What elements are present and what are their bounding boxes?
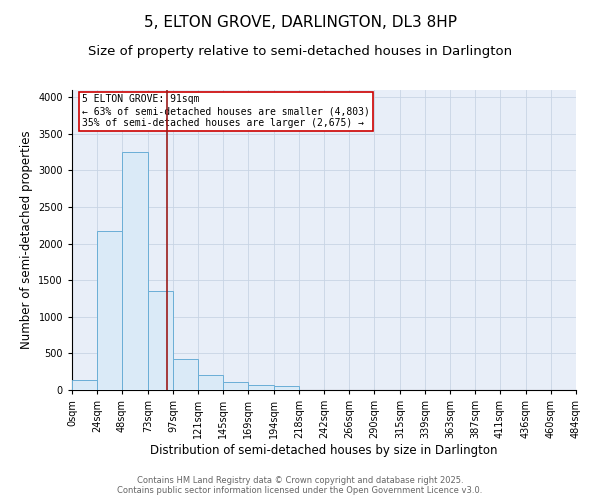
Bar xyxy=(198,376,223,390)
Y-axis label: Number of semi-detached properties: Number of semi-detached properties xyxy=(20,130,32,350)
Bar xyxy=(148,291,173,390)
Text: 5 ELTON GROVE: 91sqm
← 63% of semi-detached houses are smaller (4,803)
35% of se: 5 ELTON GROVE: 91sqm ← 63% of semi-detac… xyxy=(82,94,370,128)
Text: 5, ELTON GROVE, DARLINGTON, DL3 8HP: 5, ELTON GROVE, DARLINGTON, DL3 8HP xyxy=(143,15,457,30)
Bar xyxy=(72,380,97,390)
Bar xyxy=(274,386,299,390)
Bar xyxy=(97,231,122,390)
Text: Size of property relative to semi-detached houses in Darlington: Size of property relative to semi-detach… xyxy=(88,45,512,58)
Text: Contains HM Land Registry data © Crown copyright and database right 2025.: Contains HM Land Registry data © Crown c… xyxy=(137,476,463,485)
X-axis label: Distribution of semi-detached houses by size in Darlington: Distribution of semi-detached houses by … xyxy=(150,444,498,457)
Text: Contains public sector information licensed under the Open Government Licence v3: Contains public sector information licen… xyxy=(118,486,482,495)
Bar xyxy=(248,385,274,390)
Bar xyxy=(122,152,148,390)
Bar xyxy=(173,360,198,390)
Bar xyxy=(223,382,248,390)
